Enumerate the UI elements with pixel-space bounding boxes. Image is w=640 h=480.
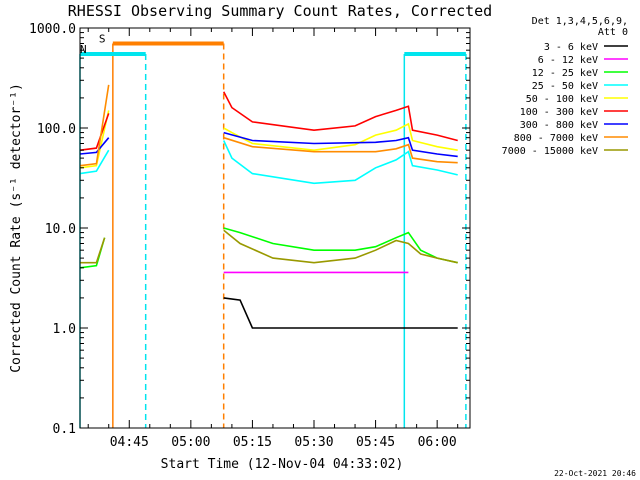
series-line <box>223 122 458 152</box>
series-line <box>223 227 458 264</box>
y-tick-label: 1.0 <box>53 322 76 337</box>
legend-entry-label: 300 - 800 keV <box>520 120 598 131</box>
x-axis: 04:45 05:00 05:15 05:30 05:45 06:00 <box>87 28 459 450</box>
y-tick-label: 100.0 <box>37 122 76 137</box>
series-line <box>222 140 458 185</box>
legend-entry-label: 3 - 6 keV <box>544 42 598 53</box>
x-tick-label: 04:45 <box>110 435 149 450</box>
x-tick-label: 05:45 <box>356 435 395 450</box>
series-layer <box>79 84 458 329</box>
legend-title: Det 1,3,4,5,6,9, <box>532 16 628 27</box>
legend-entry-label: 25 - 50 keV <box>532 81 598 92</box>
series-line <box>79 84 110 167</box>
x-tick-label: 05:00 <box>171 435 210 450</box>
legend-entry-label: 7000 - 15000 keV <box>502 146 598 157</box>
x-tick-label: 06:00 <box>418 435 457 450</box>
flag-label: S <box>99 32 106 45</box>
series-line <box>223 131 458 158</box>
legend-title: Att 0 <box>598 27 628 38</box>
series-line <box>223 136 458 164</box>
series-line <box>79 149 110 175</box>
series-line <box>223 297 458 329</box>
x-tick-label: 05:15 <box>233 435 272 450</box>
y-axis-label: Corrected Count Rate (s⁻¹ detector⁻¹) <box>9 83 24 373</box>
series-line <box>222 91 458 142</box>
series-line <box>79 110 110 169</box>
legend-entry-label: 50 - 100 keV <box>526 94 598 105</box>
series-line <box>223 229 458 264</box>
x-axis-label: Start Time (12-Nov-04 04:33:02) <box>161 457 404 472</box>
series-line <box>80 237 106 264</box>
footer-date: 22-Oct-2021 20:46 <box>554 469 636 478</box>
series-line <box>79 113 110 151</box>
legend-entry-label: 100 - 300 keV <box>520 107 598 118</box>
chart-title: RHESSI Observing Summary Count Rates, Co… <box>68 2 492 20</box>
y-tick-label: 10.0 <box>45 222 76 237</box>
legend-entry-label: 12 - 25 keV <box>532 68 598 79</box>
legend-entry-label: 800 - 7000 keV <box>514 133 598 144</box>
y-tick-label: 0.1 <box>53 422 76 437</box>
series-line <box>79 137 110 155</box>
legend-entry-label: 6 - 12 keV <box>538 55 598 66</box>
y-axis: 0.1 1.0 10.0 100.0 1000.0 <box>29 22 470 437</box>
legend: Det 1,3,4,5,6,9,Att 03 - 6 keV 6 - 12 keV… <box>502 16 628 157</box>
observing-flags: SN <box>79 32 467 428</box>
x-tick-label: 05:30 <box>294 435 333 450</box>
flag-label: N <box>80 43 87 56</box>
y-tick-label: 1000.0 <box>29 22 76 37</box>
